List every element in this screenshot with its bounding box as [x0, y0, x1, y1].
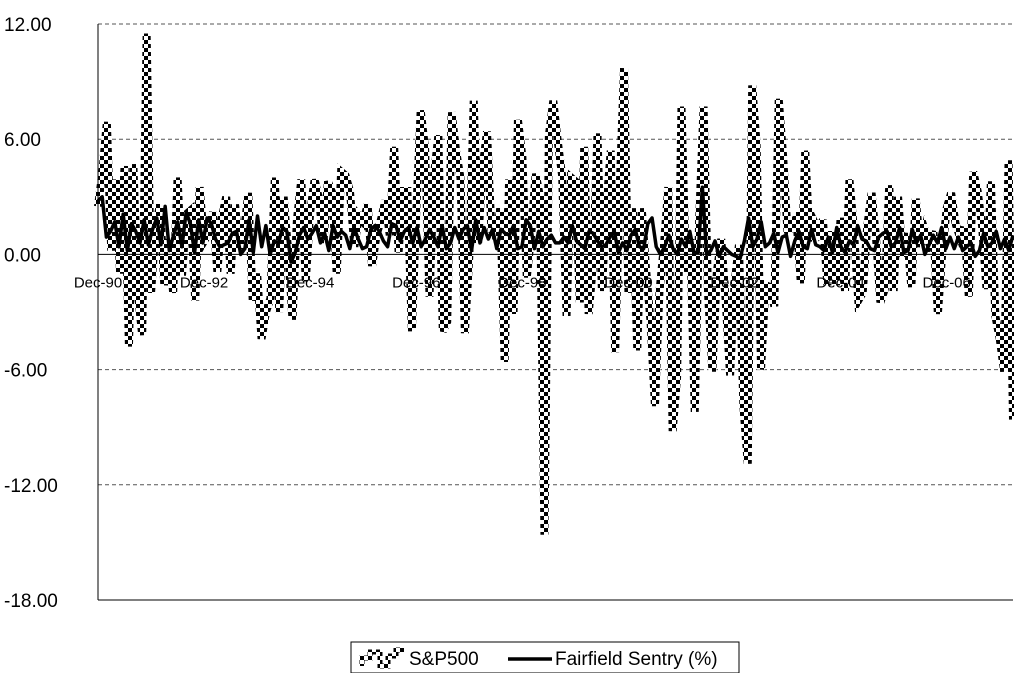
- x-tick-label: Dec-92: [180, 274, 228, 291]
- fairfield-sentry-series-line: [96, 185, 1014, 264]
- y-tick-label: 6.00: [4, 130, 41, 151]
- x-tick-label: Dec-02: [710, 274, 758, 291]
- y-tick-label: 0.00: [4, 245, 41, 266]
- x-tick-label: Dec-94: [286, 274, 334, 291]
- y-tick-label: -18.00: [4, 591, 58, 612]
- sp500-series-line: [94, 33, 1014, 535]
- legend: S&P500 Fairfield Sentry (%): [350, 641, 740, 673]
- y-tick-label: -6.00: [4, 361, 47, 382]
- y-tick-label: -12.00: [4, 476, 58, 497]
- legend-label-fairfield: Fairfield Sentry (%): [555, 649, 718, 670]
- x-tick-label: Dec-00: [604, 274, 652, 291]
- y-tick-label: 12.00: [4, 15, 52, 36]
- legend-swatch-sp500: [359, 647, 404, 669]
- x-tick-label: Dec-98: [498, 274, 546, 291]
- x-tick-label: Dec-06: [923, 274, 971, 291]
- x-tick-label: Dec-90: [74, 274, 122, 291]
- x-axis-labels: Dec-90 Dec-92 Dec-94 Dec-96 Dec-98 Dec-0…: [74, 274, 971, 291]
- x-tick-label: Dec-04: [816, 274, 864, 291]
- y-axis-labels: 12.00 6.00 0.00 -6.00 -12.00 -18.00: [4, 15, 58, 612]
- legend-label-sp500: S&P500: [409, 649, 479, 670]
- x-tick-label: Dec-96: [392, 274, 440, 291]
